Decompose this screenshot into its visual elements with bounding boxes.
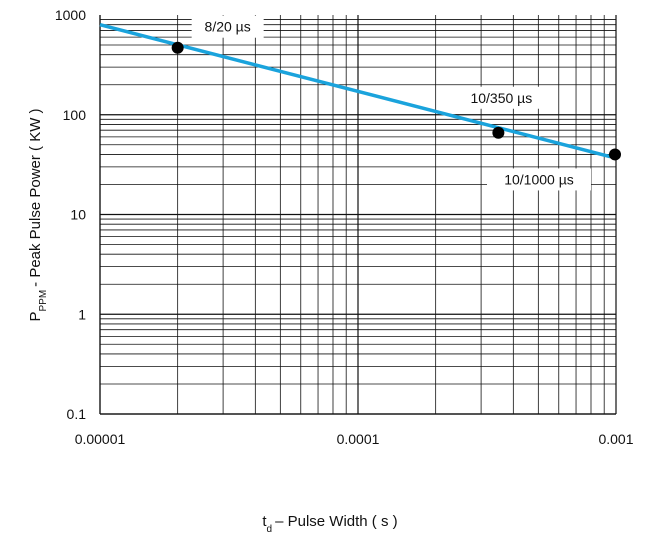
series-layer — [99, 22, 611, 159]
x-tick-label: 0.001 — [598, 431, 633, 447]
series-line — [99, 22, 611, 159]
y-tick-label: 0.1 — [67, 406, 87, 422]
point-label-box — [458, 86, 545, 109]
y-tick-label: 100 — [63, 107, 87, 123]
x-tick-label: 0.00001 — [75, 431, 126, 447]
points-layer: 8/20 µs 10/350 µs 10/1000 µs — [171, 15, 621, 191]
y-tick-label: 1 — [78, 306, 86, 322]
y-tick-label: 1000 — [55, 7, 86, 23]
data-point — [609, 148, 621, 161]
y-axis-label: PPPM- Peak Pulse Power ( KW ) — [27, 108, 49, 321]
data-point — [492, 126, 505, 139]
axes — [99, 15, 617, 415]
point-label: 8/20 µs — [205, 19, 251, 35]
point-label-box — [487, 168, 591, 191]
x-tick-label: 0.0001 — [337, 431, 380, 447]
point-label: 10/1000 µs — [504, 171, 574, 187]
point-label: 10/350 µs — [470, 90, 532, 106]
tick-labels: 0.1 1 10 100 1000 0.00001 0.0001 0.001 — [55, 7, 634, 447]
point-label-box — [191, 15, 264, 38]
x-axis-label: td – Pulse Width ( s ) — [262, 513, 397, 535]
grid — [99, 15, 616, 415]
y-tick-label: 10 — [70, 207, 86, 223]
data-point — [171, 41, 184, 54]
